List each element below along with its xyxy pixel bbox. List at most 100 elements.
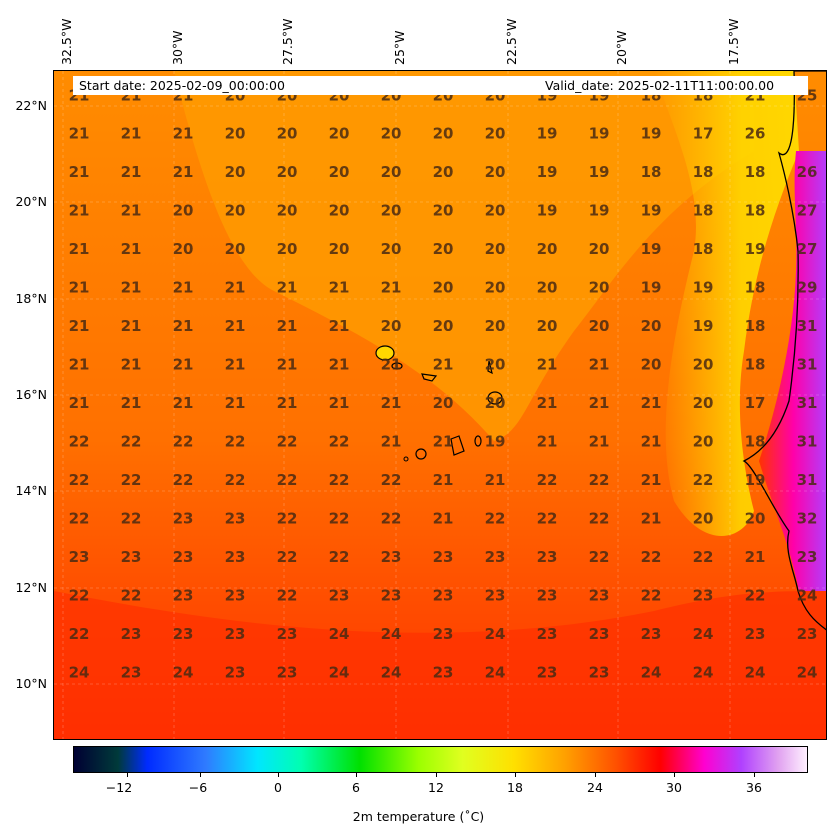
colorbar-label: 36 bbox=[746, 780, 762, 795]
temperature-value: 20 bbox=[641, 356, 662, 374]
temperature-value: 20 bbox=[277, 125, 298, 143]
temperature-value: 19 bbox=[641, 202, 662, 220]
temperature-value: 20 bbox=[277, 202, 298, 220]
temperature-value: 21 bbox=[121, 240, 142, 258]
island-brava bbox=[403, 456, 409, 462]
temperature-value: 18 bbox=[693, 202, 714, 220]
temperature-value: 22 bbox=[329, 471, 350, 489]
temperature-value: 23 bbox=[641, 625, 662, 643]
temperature-value: 18 bbox=[745, 163, 766, 181]
temperature-value: 22 bbox=[277, 587, 298, 605]
temperature-value: 22 bbox=[537, 471, 558, 489]
temperature-value: 22 bbox=[225, 471, 246, 489]
island-boa-vista bbox=[487, 391, 503, 405]
colorbar-tick bbox=[674, 773, 675, 777]
temperature-value: 21 bbox=[433, 471, 454, 489]
temperature-value: 20 bbox=[381, 317, 402, 335]
temperature-value: 20 bbox=[589, 279, 610, 297]
temperature-value: 18 bbox=[745, 317, 766, 335]
temperature-value: 21 bbox=[121, 279, 142, 297]
temperature-value: 23 bbox=[381, 587, 402, 605]
temperature-value: 21 bbox=[381, 279, 402, 297]
temperature-value: 22 bbox=[693, 548, 714, 566]
colorbar bbox=[73, 746, 808, 773]
lat-label-18n: 18°N bbox=[15, 291, 47, 306]
temperature-value: 31 bbox=[797, 356, 818, 374]
temperature-value: 19 bbox=[589, 202, 610, 220]
temperature-value: 23 bbox=[121, 625, 142, 643]
lon-label-17.5w: 17.5°W bbox=[726, 18, 741, 65]
temperature-value: 21 bbox=[329, 317, 350, 335]
temperature-value: 31 bbox=[797, 317, 818, 335]
colorbar-tick bbox=[200, 773, 201, 777]
temperature-value: 24 bbox=[693, 625, 714, 643]
temperature-value: 21 bbox=[433, 510, 454, 528]
temperature-value: 23 bbox=[225, 625, 246, 643]
temperature-value: 18 bbox=[693, 240, 714, 258]
temperature-value: 22 bbox=[69, 510, 90, 528]
lon-label-27.5w: 27.5°W bbox=[280, 18, 295, 65]
temperature-value: 22 bbox=[693, 471, 714, 489]
temperature-value: 23 bbox=[173, 587, 194, 605]
temperature-value: 21 bbox=[173, 356, 194, 374]
colorbar-tick bbox=[278, 773, 279, 777]
temperature-value: 21 bbox=[69, 394, 90, 412]
temperature-value: 21 bbox=[589, 433, 610, 451]
temperature-value: 21 bbox=[121, 394, 142, 412]
temperature-value: 26 bbox=[797, 163, 818, 181]
temperature-value: 24 bbox=[329, 625, 350, 643]
colorbar-label: 18 bbox=[507, 780, 523, 795]
temperature-value: 21 bbox=[121, 356, 142, 374]
temperature-value: 22 bbox=[641, 548, 662, 566]
temperature-value: 19 bbox=[485, 433, 506, 451]
temperature-value: 26 bbox=[745, 125, 766, 143]
temperature-value: 27 bbox=[797, 240, 818, 258]
temperature-value: 23 bbox=[433, 587, 454, 605]
lat-label-22n: 22°N bbox=[15, 98, 47, 113]
temperature-value: 29 bbox=[797, 279, 818, 297]
temperature-value: 17 bbox=[745, 394, 766, 412]
lat-label-20n: 20°N bbox=[15, 194, 47, 209]
temperature-value: 23 bbox=[433, 548, 454, 566]
temperature-value: 23 bbox=[537, 625, 558, 643]
temperature-value: 21 bbox=[485, 471, 506, 489]
temperature-value: 21 bbox=[589, 394, 610, 412]
temperature-value: 19 bbox=[537, 125, 558, 143]
temperature-value: 19 bbox=[693, 279, 714, 297]
temperature-value: 20 bbox=[225, 125, 246, 143]
temperature-value: 21 bbox=[537, 394, 558, 412]
temperature-value: 22 bbox=[69, 587, 90, 605]
africa-coastline bbox=[742, 71, 826, 631]
temperature-value: 23 bbox=[589, 664, 610, 682]
temperature-value: 20 bbox=[381, 125, 402, 143]
temperature-value: 21 bbox=[225, 356, 246, 374]
temperature-value: 18 bbox=[693, 163, 714, 181]
colorbar-tick bbox=[436, 773, 437, 777]
temperature-value: 31 bbox=[797, 471, 818, 489]
temperature-value: 22 bbox=[121, 433, 142, 451]
temperature-value: 23 bbox=[69, 548, 90, 566]
temperature-value: 23 bbox=[537, 587, 558, 605]
temperature-value: 21 bbox=[329, 279, 350, 297]
colorbar-label: 0 bbox=[274, 780, 282, 795]
temperature-value: 22 bbox=[277, 433, 298, 451]
temperature-value: 21 bbox=[69, 240, 90, 258]
temperature-value: 20 bbox=[173, 202, 194, 220]
temperature-value: 20 bbox=[225, 163, 246, 181]
temperature-value: 23 bbox=[277, 625, 298, 643]
temperature-value: 18 bbox=[745, 356, 766, 374]
temperature-value: 21 bbox=[69, 356, 90, 374]
temperature-value: 24 bbox=[745, 664, 766, 682]
temperature-value: 24 bbox=[381, 664, 402, 682]
temperature-value: 20 bbox=[329, 125, 350, 143]
temperature-value: 21 bbox=[745, 548, 766, 566]
field-cool-region bbox=[174, 71, 754, 441]
temperature-value: 23 bbox=[225, 510, 246, 528]
temperature-value: 20 bbox=[381, 240, 402, 258]
temperature-value: 18 bbox=[745, 433, 766, 451]
lon-label-22.5w: 22.5°W bbox=[504, 18, 519, 65]
temperature-value: 20 bbox=[329, 163, 350, 181]
header-box bbox=[73, 76, 808, 95]
lat-label-14n: 14°N bbox=[15, 483, 47, 498]
temperature-value: 20 bbox=[381, 163, 402, 181]
